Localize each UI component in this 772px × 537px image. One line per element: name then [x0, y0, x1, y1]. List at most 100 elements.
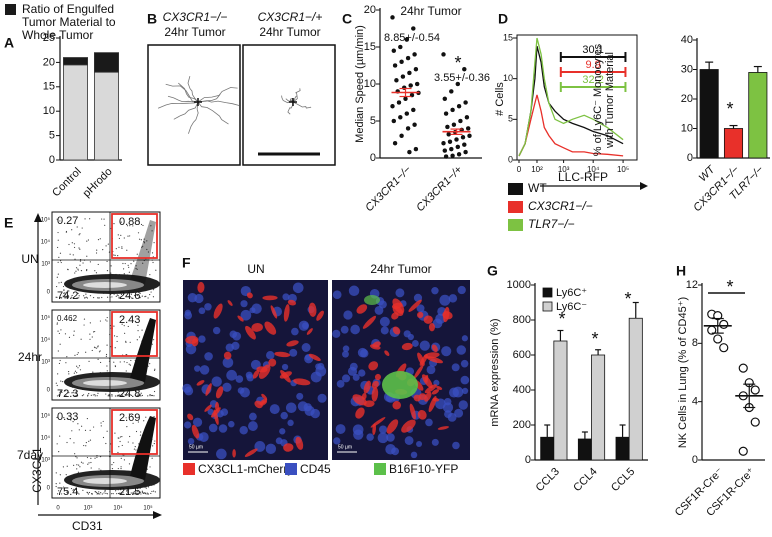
flow-event [56, 285, 58, 288]
flow-event [58, 256, 60, 258]
flow-event [88, 393, 90, 395]
flow-event [86, 456, 89, 459]
flow-event [133, 491, 135, 493]
y-tick-label: 20 [364, 4, 376, 16]
nucleus [333, 437, 341, 445]
flow-event [56, 323, 58, 325]
y-tick-label: 15 [503, 32, 513, 42]
bar [748, 72, 768, 159]
flow-event [145, 487, 147, 489]
cx3cl1-signal [432, 397, 440, 402]
flow-event [118, 246, 120, 248]
data-point [392, 63, 398, 68]
cx3cl1-signal [213, 303, 223, 319]
flow-event [149, 274, 151, 276]
flow-event [127, 235, 129, 237]
flow-event [110, 265, 112, 267]
flow-event [105, 319, 107, 321]
legend-swatch [183, 463, 195, 475]
cx3cl1-signal [392, 326, 401, 335]
annotation: * [558, 309, 565, 329]
flow-event [57, 273, 59, 275]
cx3cl1-signal [306, 328, 313, 335]
flow-event [105, 353, 108, 356]
flow-event [88, 491, 91, 494]
flow-event [117, 295, 119, 297]
nucleus [216, 448, 227, 460]
flow-event [56, 246, 59, 249]
cell-track [187, 75, 199, 103]
quadrant-value: 74.2 [57, 290, 78, 302]
data-point [456, 152, 462, 157]
nucleus [452, 441, 460, 450]
nucleus [386, 433, 395, 442]
nucleus [194, 365, 201, 372]
cx3cl1-signal [244, 448, 258, 457]
cx3cl1-signal [270, 305, 278, 319]
quadrant-value: 0.88 [119, 216, 140, 228]
flow-event [58, 332, 61, 335]
flow-event [78, 493, 80, 495]
cx3cl1-signal [246, 292, 253, 299]
cx3cl1-signal [371, 380, 379, 389]
y-tick-label: 10³ [41, 360, 50, 366]
y-tick-label: 40 [681, 34, 693, 46]
nucleus [237, 387, 245, 394]
y-tick-label: 8 [692, 337, 698, 349]
flow-event [128, 363, 130, 365]
nucleus [207, 408, 214, 415]
flow-event [84, 218, 86, 220]
flow-event [65, 362, 67, 364]
flow-event [68, 336, 71, 338]
flow-event [58, 490, 60, 492]
flow-event [67, 296, 70, 298]
nucleus [379, 316, 390, 327]
flow-event [123, 237, 125, 239]
nucleus [192, 417, 203, 427]
cx3cl1-signal [187, 413, 194, 421]
data-point [400, 74, 406, 79]
flow-event [64, 294, 66, 296]
track-origin [194, 98, 202, 106]
flow-event [73, 488, 75, 490]
nucleus [187, 292, 198, 303]
flow-event [88, 462, 90, 464]
flow-event [122, 395, 124, 397]
nucleus [426, 365, 436, 375]
cx3cl1-signal [391, 312, 399, 320]
legend-label: CX3CR1−/− [528, 199, 593, 213]
flow-event [85, 445, 87, 447]
flow-event [66, 291, 69, 293]
cx3cl1-signal [245, 325, 256, 340]
legend-swatch [374, 463, 386, 475]
data-point [451, 122, 457, 127]
flow-event [78, 297, 80, 299]
flow-event [94, 457, 96, 459]
flow-event [56, 493, 59, 495]
flow-event [68, 373, 70, 375]
flow-event [153, 369, 156, 371]
flow-event [70, 419, 72, 421]
data-point [441, 140, 446, 146]
flow-event [106, 365, 108, 367]
flow-event [114, 395, 117, 397]
data-point [446, 132, 451, 137]
flow-event [67, 294, 69, 297]
cx3cl1-signal [197, 281, 205, 293]
panel-title: 24hr Tumor [259, 25, 320, 39]
flow-event [128, 395, 130, 397]
data-point [713, 334, 723, 344]
flow-event [142, 492, 145, 494]
nucleus [347, 366, 358, 376]
cx3cl1-signal [392, 401, 402, 410]
gate-value: 9.9 [585, 59, 600, 71]
nucleus [211, 376, 222, 387]
flow-event [140, 223, 143, 226]
flow-event [146, 492, 148, 494]
flow-event [82, 462, 84, 464]
flow-event [154, 491, 156, 493]
data-point [738, 446, 748, 456]
flow-event [82, 394, 85, 396]
cx3cl1-signal [256, 366, 268, 373]
cell-track [197, 87, 238, 103]
